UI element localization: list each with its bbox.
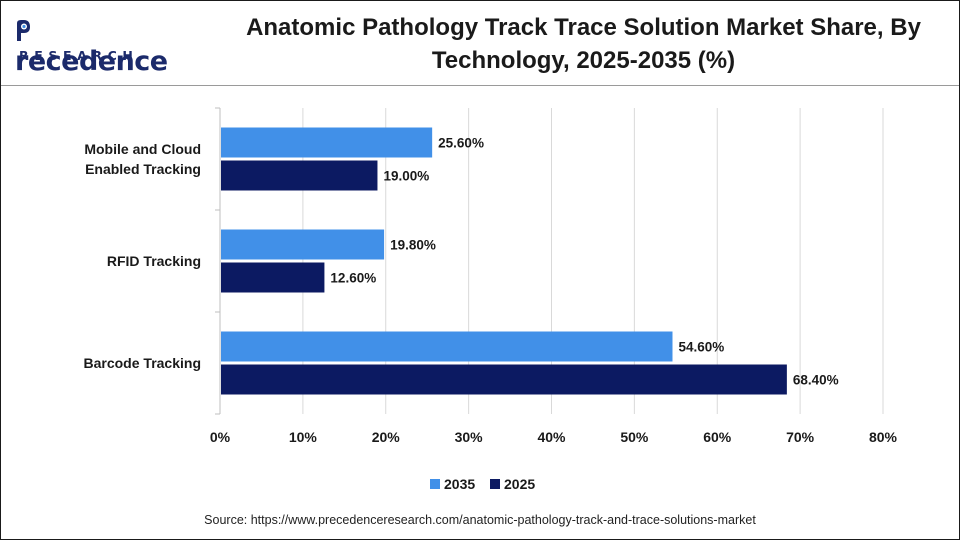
data-label-2035: 19.80% [390, 238, 436, 253]
header: recedence RESEARCH Anatomic Pathology Tr… [1, 1, 959, 86]
x-tick-label: 80% [869, 429, 898, 445]
category-label: Barcode Tracking [84, 355, 202, 371]
legend-swatch-2035 [430, 479, 440, 489]
x-tick-label: 60% [703, 429, 732, 445]
legend-label-2025: 2025 [504, 476, 535, 492]
category-label: Mobile and Cloud Enabled Tracking [84, 141, 201, 177]
logo-p-icon [17, 20, 30, 41]
category-label-line: Barcode Tracking [84, 355, 202, 371]
source-note: Source: https://www.precedenceresearch.c… [204, 513, 756, 527]
category-label: RFID Tracking [107, 253, 201, 269]
category-label-line: Enabled Tracking [85, 161, 201, 177]
logo-subtext: RESEARCH [19, 48, 139, 63]
bar-2025 [221, 262, 325, 293]
x-tick-label: 10% [289, 429, 318, 445]
bar-2035 [221, 229, 385, 260]
logo-wordmark: recedence [15, 17, 168, 77]
logo: recedence RESEARCH [15, 17, 168, 77]
data-label-2035: 25.60% [438, 136, 484, 151]
chart-title-line-2: Technology, 2025-2035 (%) [431, 47, 736, 74]
x-tick-label: 30% [455, 429, 484, 445]
data-label-2035: 54.60% [678, 340, 724, 355]
bar-2025 [221, 364, 787, 395]
category-label-line: RFID Tracking [107, 253, 201, 269]
legend-swatch-2025 [490, 479, 500, 489]
bar-2035 [221, 331, 673, 362]
category-label-line: Mobile and Cloud [84, 141, 201, 157]
data-label-2025: 12.60% [330, 271, 376, 286]
chart-title: Anatomic Pathology Track Trace Solution … [216, 11, 951, 77]
legend-label-2035: 2035 [444, 476, 475, 492]
data-label-2025: 19.00% [383, 169, 429, 184]
x-tick-label: 70% [786, 429, 815, 445]
bar-2025 [221, 160, 378, 191]
chart-title-line-1: Anatomic Pathology Track Trace Solution … [246, 14, 921, 41]
x-tick-label: 50% [620, 429, 649, 445]
data-label-2025: 68.40% [793, 373, 839, 388]
x-tick-label: 20% [372, 429, 401, 445]
x-tick-label: 40% [537, 429, 566, 445]
logo-word-text: recedence [15, 46, 168, 77]
bar-2035 [221, 127, 433, 158]
x-tick-label: 0% [210, 429, 231, 445]
